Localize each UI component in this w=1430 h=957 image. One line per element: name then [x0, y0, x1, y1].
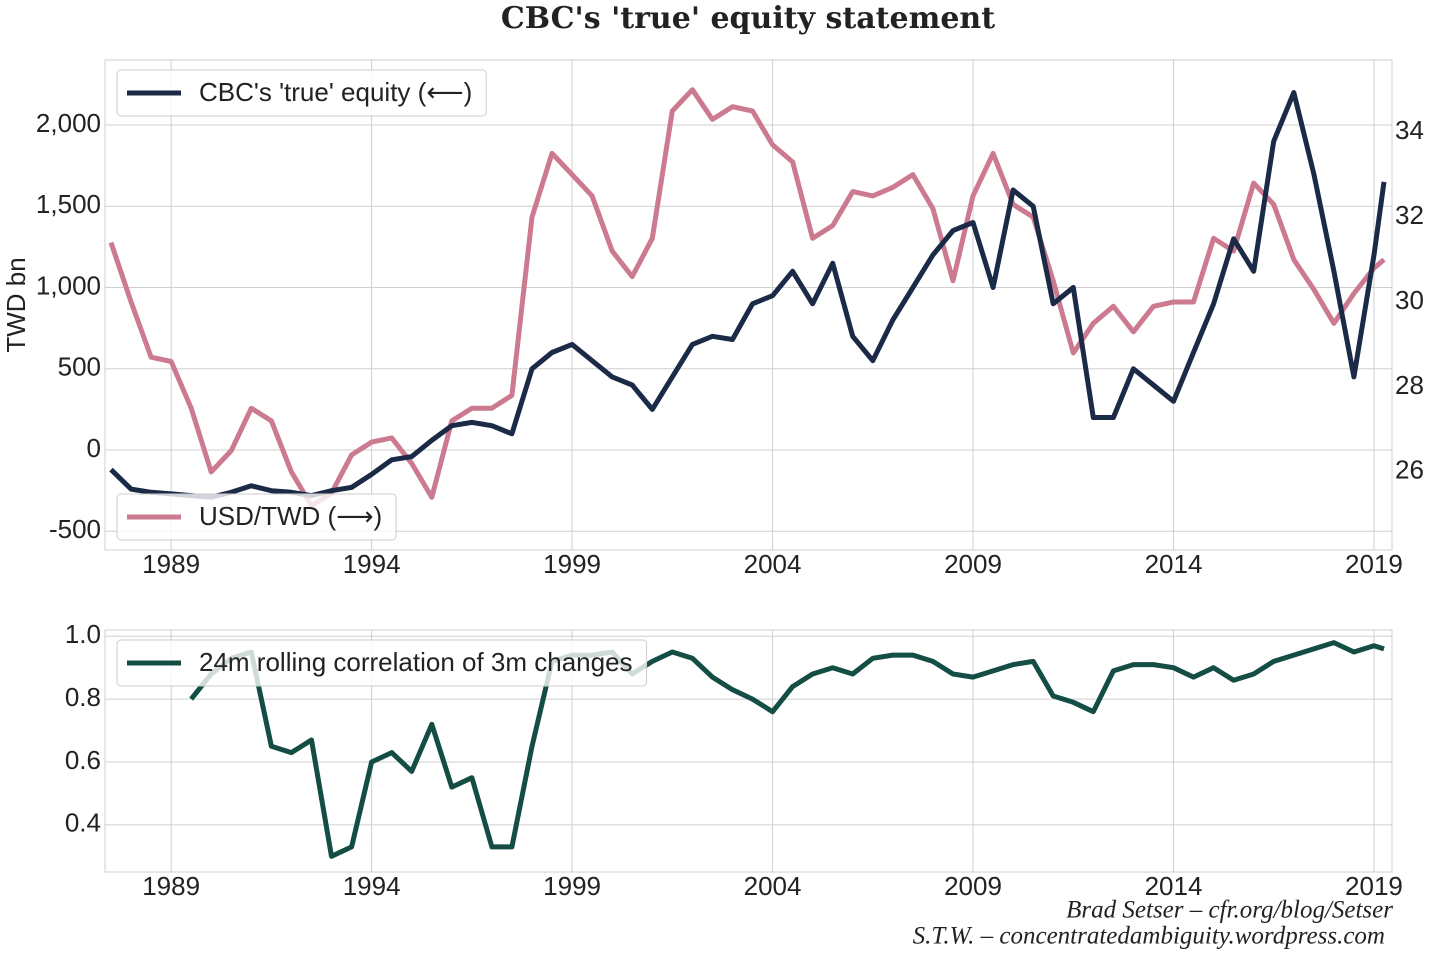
y-tick-label: 0.8	[65, 682, 101, 712]
plot-area	[104, 629, 1393, 873]
x-tick-label: 2009	[944, 871, 1002, 901]
data-line	[108, 87, 1386, 509]
x-tick-label: 2004	[744, 549, 802, 579]
x-tick-label: 1989	[142, 549, 200, 579]
y2-tick-label: 26	[1395, 455, 1424, 485]
x-tick-label: 2014	[1145, 871, 1203, 901]
chart-title: CBC's 'true' equity statement	[501, 1, 995, 36]
legend-label: CBC's 'true' equity (⟵)	[199, 77, 472, 107]
y2-tick-label: 30	[1395, 285, 1424, 315]
y-tick-label: 1.0	[65, 619, 101, 649]
x-tick-label: 2019	[1345, 871, 1403, 901]
y2-tick-label: 34	[1395, 115, 1424, 145]
legend-box	[116, 639, 648, 687]
legend-box	[116, 69, 487, 117]
y-tick-label: 0.6	[65, 745, 101, 775]
x-tick-label: 1999	[543, 871, 601, 901]
y-tick-label: 0.4	[65, 808, 101, 838]
plot-area	[104, 59, 1393, 551]
x-tick-label: 1994	[343, 871, 401, 901]
data-line	[109, 90, 1387, 500]
x-tick-label: 2004	[744, 871, 802, 901]
x-tick-label: 1994	[343, 549, 401, 579]
data-line	[189, 640, 1385, 859]
x-tick-label: 2019	[1345, 549, 1403, 579]
credit-line: S.T.W. – concentratedambiguity.wordpress…	[913, 923, 1385, 950]
y-tick-label: 0	[87, 433, 101, 463]
y-tick-label: 1,000	[36, 270, 101, 300]
y-tick-label: 2,000	[36, 108, 101, 138]
credit-line: Brad Setser – cfr.org/blog/Setser	[1066, 897, 1393, 924]
x-tick-label: 2014	[1145, 549, 1203, 579]
y-tick-label: 1,500	[36, 189, 101, 219]
y2-tick-label: 28	[1395, 370, 1424, 400]
y-axis-label: TWD bn	[1, 257, 31, 352]
y-tick-label: 500	[58, 352, 101, 382]
x-tick-label: 1999	[543, 549, 601, 579]
x-tick-label: 1989	[142, 871, 200, 901]
y-tick-label: -500	[49, 514, 101, 544]
legend-box	[116, 493, 397, 541]
y2-tick-label: 32	[1395, 200, 1424, 230]
legend-label: USD/TWD (⟶)	[199, 501, 382, 531]
x-tick-label: 2009	[944, 549, 1002, 579]
legend-label: 24m rolling correlation of 3m changes	[199, 647, 633, 677]
